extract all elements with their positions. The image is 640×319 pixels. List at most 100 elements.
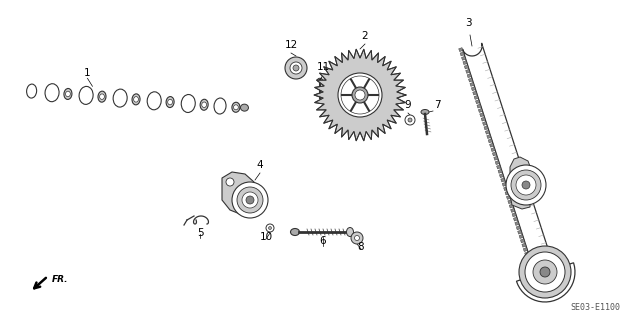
- Ellipse shape: [166, 97, 174, 108]
- Circle shape: [533, 260, 557, 284]
- Polygon shape: [531, 269, 534, 273]
- Circle shape: [408, 118, 412, 122]
- Polygon shape: [516, 226, 520, 230]
- Polygon shape: [463, 61, 467, 65]
- Polygon shape: [466, 69, 470, 73]
- Polygon shape: [460, 52, 465, 56]
- Text: 9: 9: [404, 100, 412, 110]
- Ellipse shape: [181, 94, 195, 113]
- Polygon shape: [485, 130, 490, 134]
- Text: 7: 7: [434, 100, 440, 110]
- Circle shape: [226, 178, 234, 186]
- Polygon shape: [519, 234, 524, 239]
- Polygon shape: [506, 196, 511, 199]
- Polygon shape: [513, 217, 518, 221]
- Polygon shape: [511, 208, 515, 212]
- Text: 2: 2: [362, 31, 368, 41]
- Circle shape: [511, 170, 541, 200]
- Polygon shape: [478, 108, 483, 112]
- Circle shape: [246, 196, 254, 204]
- Polygon shape: [473, 91, 477, 95]
- Circle shape: [341, 76, 379, 114]
- Text: FR.: FR.: [52, 275, 68, 284]
- Polygon shape: [520, 239, 525, 243]
- Text: 10: 10: [259, 232, 273, 242]
- Polygon shape: [492, 152, 497, 156]
- Ellipse shape: [132, 94, 140, 105]
- Ellipse shape: [134, 97, 138, 102]
- Polygon shape: [504, 187, 508, 191]
- Polygon shape: [487, 135, 491, 138]
- Polygon shape: [480, 113, 484, 117]
- Ellipse shape: [64, 88, 72, 100]
- Circle shape: [525, 252, 565, 292]
- Polygon shape: [526, 256, 531, 260]
- Circle shape: [285, 57, 307, 79]
- Ellipse shape: [200, 99, 208, 110]
- Circle shape: [355, 90, 365, 100]
- Ellipse shape: [214, 98, 226, 114]
- Circle shape: [355, 235, 360, 241]
- Polygon shape: [461, 56, 466, 60]
- Polygon shape: [471, 87, 476, 91]
- Ellipse shape: [98, 91, 106, 102]
- Circle shape: [232, 182, 268, 218]
- Polygon shape: [527, 261, 532, 264]
- Ellipse shape: [100, 94, 104, 100]
- Text: 4: 4: [257, 160, 263, 170]
- Text: 1: 1: [84, 68, 91, 78]
- Polygon shape: [512, 213, 516, 217]
- Text: 8: 8: [358, 242, 364, 252]
- Polygon shape: [483, 122, 487, 125]
- Circle shape: [269, 226, 271, 229]
- Ellipse shape: [202, 102, 207, 108]
- Circle shape: [266, 224, 274, 232]
- Polygon shape: [497, 165, 501, 169]
- Ellipse shape: [421, 109, 429, 115]
- Ellipse shape: [241, 104, 248, 111]
- Ellipse shape: [27, 84, 36, 98]
- Polygon shape: [484, 126, 488, 130]
- Circle shape: [338, 73, 382, 117]
- Ellipse shape: [346, 227, 353, 236]
- Polygon shape: [474, 95, 478, 100]
- Polygon shape: [524, 248, 527, 251]
- Circle shape: [290, 62, 302, 74]
- Polygon shape: [498, 169, 502, 173]
- Circle shape: [506, 165, 546, 205]
- Polygon shape: [490, 143, 494, 147]
- Circle shape: [519, 246, 571, 298]
- Circle shape: [352, 87, 368, 103]
- Polygon shape: [494, 156, 498, 160]
- Polygon shape: [468, 78, 473, 82]
- Ellipse shape: [291, 228, 300, 235]
- Polygon shape: [510, 157, 531, 209]
- Circle shape: [522, 181, 530, 189]
- Polygon shape: [491, 148, 495, 152]
- Polygon shape: [529, 265, 533, 269]
- Polygon shape: [522, 243, 526, 247]
- Text: 3: 3: [465, 18, 471, 28]
- Ellipse shape: [168, 99, 173, 105]
- Polygon shape: [476, 100, 480, 104]
- Polygon shape: [508, 200, 512, 204]
- Polygon shape: [477, 104, 481, 108]
- Ellipse shape: [79, 86, 93, 104]
- Polygon shape: [314, 49, 406, 141]
- Text: 5: 5: [196, 228, 204, 238]
- Polygon shape: [509, 204, 513, 208]
- Polygon shape: [501, 178, 505, 182]
- Circle shape: [237, 187, 263, 213]
- Circle shape: [293, 65, 299, 71]
- Polygon shape: [463, 43, 575, 302]
- Polygon shape: [495, 161, 499, 165]
- Ellipse shape: [234, 105, 238, 110]
- Polygon shape: [515, 221, 519, 226]
- Polygon shape: [505, 191, 509, 195]
- Polygon shape: [470, 82, 474, 86]
- Circle shape: [351, 232, 363, 244]
- Ellipse shape: [45, 84, 59, 102]
- Polygon shape: [467, 74, 472, 78]
- Circle shape: [405, 115, 415, 125]
- Polygon shape: [481, 117, 485, 121]
